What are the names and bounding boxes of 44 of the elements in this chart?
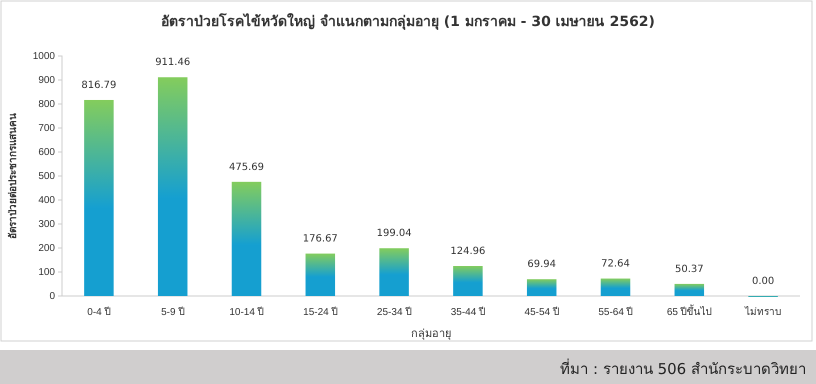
x-tick-label: 0-4 ปี xyxy=(87,306,111,318)
data-label: 911.46 xyxy=(155,57,190,68)
data-label: 50.37 xyxy=(674,264,704,275)
data-label: 816.79 xyxy=(81,80,116,91)
bar xyxy=(379,248,409,296)
y-tick-label: 200 xyxy=(38,243,56,254)
bar xyxy=(306,254,336,296)
bar xyxy=(84,100,114,296)
y-tick-label: 600 xyxy=(38,147,56,158)
data-label: 475.69 xyxy=(229,162,264,173)
bar xyxy=(600,278,630,296)
bar xyxy=(674,284,704,296)
x-tick-label: 55-64 ปี xyxy=(598,306,633,318)
x-tick-label: 10-14 ปี xyxy=(229,306,264,318)
x-tick-label: ไม่ทราบ xyxy=(744,306,782,318)
y-tick-label: 1000 xyxy=(32,51,56,62)
bar xyxy=(158,77,188,296)
y-tick-label: 700 xyxy=(38,123,56,134)
y-tick-label: 0 xyxy=(49,291,56,302)
y-axis-title: อัตราป่วยต่อประชากรแสนคน xyxy=(7,113,19,239)
x-tick-label: 25-34 ปี xyxy=(376,306,412,318)
y-tick-label: 900 xyxy=(38,75,56,86)
data-label: 176.67 xyxy=(302,234,338,245)
y-tick-label: 300 xyxy=(38,219,56,230)
y-tick-label: 500 xyxy=(38,171,56,182)
data-label: 124.96 xyxy=(450,246,486,258)
data-label: 199.04 xyxy=(376,228,412,240)
data-label: 69.94 xyxy=(527,259,556,270)
y-tick-label: 400 xyxy=(38,195,56,206)
bar xyxy=(232,182,262,296)
x-tick-label: 15-24 ปี xyxy=(303,306,338,318)
x-tick-label: 35-44 ปี xyxy=(450,306,486,318)
data-label: 0.00 xyxy=(752,276,774,287)
x-tick-label: 65 ปีขึ้นไป xyxy=(666,304,712,318)
chart-title: อัตราป่วยโรคไข้หวัดใหญ่ จำแนกตามกลุ่มอายุ (1 มกราคม - 30 เมษายน 2562) xyxy=(161,12,655,30)
bar xyxy=(526,279,556,296)
bar xyxy=(453,266,483,296)
y-tick-label: 100 xyxy=(38,267,56,278)
x-tick-label: 45-54 ปี xyxy=(524,306,559,318)
data-label: 72.64 xyxy=(601,258,630,270)
x-tick-label: 5-9 ปี xyxy=(161,306,184,318)
x-axis-title: กลุ่มอายุ xyxy=(411,327,451,340)
y-tick-label: 800 xyxy=(38,99,56,110)
text: ที่มา : รายงาน 506 สำนักระบาดวิทยา xyxy=(560,358,806,378)
